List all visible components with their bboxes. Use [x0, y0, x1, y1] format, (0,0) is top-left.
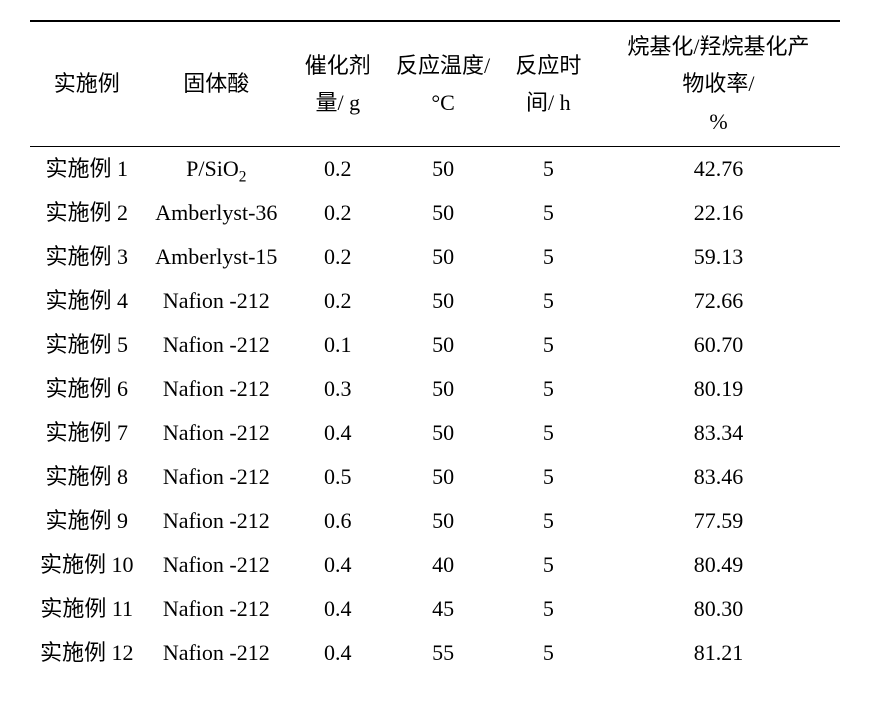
page: 实施例 固体酸 催化剂量/ g 反应温度/°C 反应时间/ h 烷基化/羟烷基化… — [0, 0, 870, 705]
cell-example: 实施例 10 — [30, 543, 143, 587]
cell-temp: 55 — [386, 631, 499, 675]
cell-example: 实施例 3 — [30, 235, 143, 279]
cell-time: 5 — [500, 367, 597, 411]
cell-temp: 50 — [386, 235, 499, 279]
col-header-example: 实施例 — [30, 21, 143, 147]
cell-temp: 50 — [386, 411, 499, 455]
cell-yield: 81.21 — [597, 631, 840, 675]
table-row: 实施例 6Nafion -2120.350580.19 — [30, 367, 840, 411]
cell-solid-acid: Nafion -212 — [143, 631, 289, 675]
table-row: 实施例 9Nafion -2120.650577.59 — [30, 499, 840, 543]
table-row: 实施例 8Nafion -2120.550583.46 — [30, 455, 840, 499]
table-row: 实施例 12Nafion -2120.455581.21 — [30, 631, 840, 675]
cell-yield: 77.59 — [597, 499, 840, 543]
cell-solid-acid: Amberlyst-36 — [143, 191, 289, 235]
cell-temp: 50 — [386, 499, 499, 543]
cell-time: 5 — [500, 411, 597, 455]
cell-solid-acid: Nafion -212 — [143, 587, 289, 631]
cell-solid-acid: P/SiO2 — [143, 147, 289, 192]
cell-time: 5 — [500, 543, 597, 587]
cell-yield: 22.16 — [597, 191, 840, 235]
cell-catalyst: 0.6 — [289, 499, 386, 543]
cell-example: 实施例 7 — [30, 411, 143, 455]
cell-catalyst: 0.1 — [289, 323, 386, 367]
cell-temp: 50 — [386, 455, 499, 499]
experiment-table: 实施例 固体酸 催化剂量/ g 反应温度/°C 反应时间/ h 烷基化/羟烷基化… — [30, 20, 840, 675]
cell-solid-acid: Nafion -212 — [143, 323, 289, 367]
cell-time: 5 — [500, 323, 597, 367]
cell-temp: 50 — [386, 279, 499, 323]
cell-example: 实施例 6 — [30, 367, 143, 411]
cell-example: 实施例 4 — [30, 279, 143, 323]
cell-yield: 80.49 — [597, 543, 840, 587]
cell-time: 5 — [500, 631, 597, 675]
cell-time: 5 — [500, 279, 597, 323]
cell-yield: 83.34 — [597, 411, 840, 455]
cell-yield: 80.19 — [597, 367, 840, 411]
col-header-solid-acid: 固体酸 — [143, 21, 289, 147]
cell-example: 实施例 8 — [30, 455, 143, 499]
cell-yield: 59.13 — [597, 235, 840, 279]
cell-temp: 45 — [386, 587, 499, 631]
cell-temp: 50 — [386, 367, 499, 411]
cell-example: 实施例 11 — [30, 587, 143, 631]
cell-catalyst: 0.2 — [289, 191, 386, 235]
cell-temp: 50 — [386, 147, 499, 192]
cell-catalyst: 0.2 — [289, 235, 386, 279]
cell-catalyst: 0.3 — [289, 367, 386, 411]
col-header-yield: 烷基化/羟烷基化产物收率/% — [597, 21, 840, 147]
cell-yield: 80.30 — [597, 587, 840, 631]
table-body: 实施例 1P/SiO20.250542.76实施例 2Amberlyst-360… — [30, 147, 840, 676]
table-row: 实施例 5Nafion -2120.150560.70 — [30, 323, 840, 367]
table-header-row: 实施例 固体酸 催化剂量/ g 反应温度/°C 反应时间/ h 烷基化/羟烷基化… — [30, 21, 840, 147]
cell-time: 5 — [500, 499, 597, 543]
cell-catalyst: 0.2 — [289, 147, 386, 192]
cell-solid-acid: Nafion -212 — [143, 543, 289, 587]
table-row: 实施例 10Nafion -2120.440580.49 — [30, 543, 840, 587]
cell-catalyst: 0.2 — [289, 279, 386, 323]
table-row: 实施例 3Amberlyst-150.250559.13 — [30, 235, 840, 279]
cell-catalyst: 0.4 — [289, 543, 386, 587]
cell-time: 5 — [500, 235, 597, 279]
table-row: 实施例 7Nafion -2120.450583.34 — [30, 411, 840, 455]
table-row: 实施例 4Nafion -2120.250572.66 — [30, 279, 840, 323]
table-row: 实施例 1P/SiO20.250542.76 — [30, 147, 840, 192]
table-head: 实施例 固体酸 催化剂量/ g 反应温度/°C 反应时间/ h 烷基化/羟烷基化… — [30, 21, 840, 147]
cell-time: 5 — [500, 147, 597, 192]
cell-time: 5 — [500, 191, 597, 235]
cell-solid-acid: Nafion -212 — [143, 367, 289, 411]
col-header-time: 反应时间/ h — [500, 21, 597, 147]
cell-yield: 83.46 — [597, 455, 840, 499]
cell-yield: 42.76 — [597, 147, 840, 192]
cell-temp: 40 — [386, 543, 499, 587]
cell-solid-acid: Nafion -212 — [143, 455, 289, 499]
col-header-temp: 反应温度/°C — [386, 21, 499, 147]
cell-example: 实施例 2 — [30, 191, 143, 235]
cell-solid-acid: Nafion -212 — [143, 499, 289, 543]
cell-solid-acid: Nafion -212 — [143, 279, 289, 323]
cell-example: 实施例 1 — [30, 147, 143, 192]
cell-example: 实施例 5 — [30, 323, 143, 367]
cell-catalyst: 0.4 — [289, 631, 386, 675]
cell-temp: 50 — [386, 323, 499, 367]
cell-catalyst: 0.5 — [289, 455, 386, 499]
cell-yield: 60.70 — [597, 323, 840, 367]
table-row: 实施例 2Amberlyst-360.250522.16 — [30, 191, 840, 235]
cell-catalyst: 0.4 — [289, 587, 386, 631]
cell-temp: 50 — [386, 191, 499, 235]
table-row: 实施例 11Nafion -2120.445580.30 — [30, 587, 840, 631]
cell-yield: 72.66 — [597, 279, 840, 323]
cell-catalyst: 0.4 — [289, 411, 386, 455]
cell-time: 5 — [500, 587, 597, 631]
col-header-catalyst: 催化剂量/ g — [289, 21, 386, 147]
cell-example: 实施例 9 — [30, 499, 143, 543]
cell-solid-acid: Amberlyst-15 — [143, 235, 289, 279]
cell-example: 实施例 12 — [30, 631, 143, 675]
cell-time: 5 — [500, 455, 597, 499]
cell-solid-acid: Nafion -212 — [143, 411, 289, 455]
